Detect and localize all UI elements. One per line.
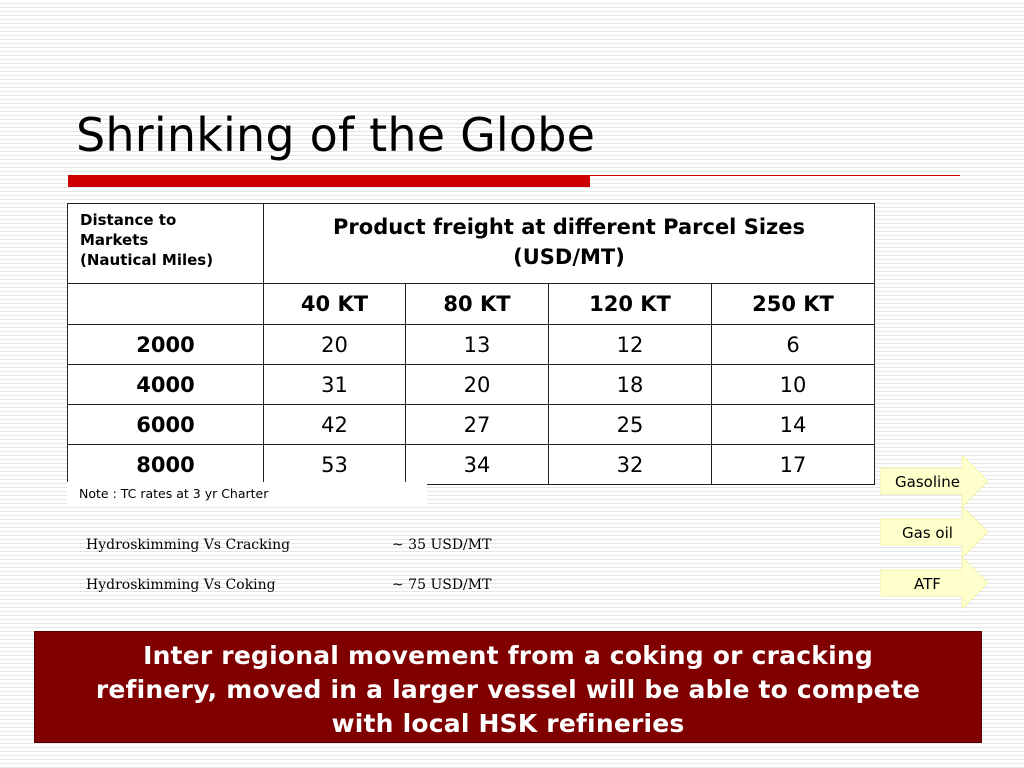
freight-cell: 25 [548,404,712,445]
callout-line: refinery, moved in a larger vessel will … [95,675,921,704]
comparison-label: Hydroskimming Vs Coking [86,577,276,593]
product-label: ATF [914,575,941,593]
comparison-value: ~ 35 USD/MT [392,537,492,553]
slide-title: Shrinking of the Globe [76,108,596,162]
right-arrow-icon [880,506,988,558]
distance-cell: 6000 [67,404,264,445]
freight-cell: 12 [548,324,712,365]
freight-cell: 53 [263,444,406,485]
freight-cell: 13 [405,324,549,365]
comparison-label: Hydroskimming Vs Cracking [86,537,291,553]
freight-cell: 27 [405,404,549,445]
freight-cell: 17 [711,444,875,485]
conclusion-callout: Inter regional movement from a coking or… [34,631,982,743]
freight-cell: 20 [263,324,406,365]
title-underline-thin [590,175,960,176]
table-note: Note : TC rates at 3 yr Charter [67,482,427,504]
distance-header-line: Markets [80,231,149,249]
right-arrow-icon [880,455,988,507]
comparison-value: ~ 75 USD/MT [392,577,492,593]
parcel-size-header: 250 KT [711,283,875,325]
freight-header-line: (USD/MT) [513,245,625,269]
distance-cell: 8000 [67,444,264,485]
callout-line: with local HSK refineries [331,709,685,738]
table-header-row: Distance to Markets (Nautical Miles) Pro… [67,203,875,284]
callout-line: Inter regional movement from a coking or… [143,641,873,670]
distance-header-line: (Nautical Miles) [80,251,214,269]
freight-cell: 32 [548,444,712,485]
freight-cell: 6 [711,324,875,365]
freight-header-line: Product freight at different Parcel Size… [333,215,805,239]
distance-cell: 4000 [67,364,264,405]
parcel-size-header: 120 KT [548,283,712,325]
callout-text: Inter regional movement from a coking or… [35,632,981,741]
freight-cell: 20 [405,364,549,405]
distance-header-line: Distance to [80,211,177,229]
table-row: 6000 42 27 25 14 [67,404,875,445]
freight-cell: 34 [405,444,549,485]
freight-cell: 42 [263,404,406,445]
parcel-size-header: 80 KT [405,283,549,325]
table-row: 2000 20 13 12 6 [67,324,875,365]
title-underline-thick [68,175,590,187]
freight-cell: 31 [263,364,406,405]
product-label: Gasoline [895,473,960,491]
product-label: Gas oil [902,524,953,542]
product-arrow-gas-oil: Gas oil [880,506,988,558]
empty-header-cell [67,283,264,325]
freight-cell: 14 [711,404,875,445]
distance-cell: 2000 [67,324,264,365]
freight-table-container: Distance to Markets (Nautical Miles) Pro… [67,203,875,485]
table-row: 8000 53 34 32 17 [67,444,875,485]
product-arrow-gasoline: Gasoline [880,455,988,507]
freight-table: Distance to Markets (Nautical Miles) Pro… [67,203,875,485]
freight-cell: 18 [548,364,712,405]
freight-header: Product freight at different Parcel Size… [263,203,875,284]
distance-header: Distance to Markets (Nautical Miles) [67,203,264,284]
parcel-size-row: 40 KT 80 KT 120 KT 250 KT [67,283,875,325]
product-arrow-atf: ATF [880,557,988,609]
table-row: 4000 31 20 18 10 [67,364,875,405]
freight-cell: 10 [711,364,875,405]
parcel-size-header: 40 KT [263,283,406,325]
right-arrow-icon [880,557,988,609]
